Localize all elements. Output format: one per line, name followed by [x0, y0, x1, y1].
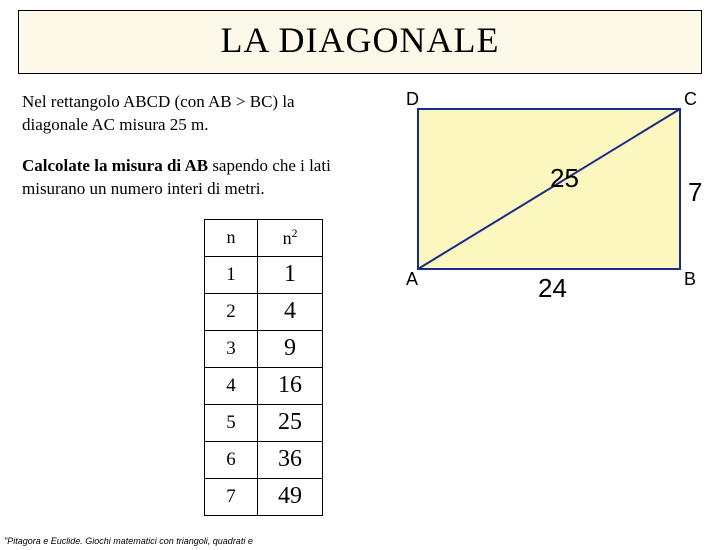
content-area: Nel rettangolo ABCD (con AB > BC) la dia… [0, 91, 720, 516]
table-row: 11 [205, 256, 323, 293]
rectangle-figure: D C A B 25 24 7 [400, 91, 700, 311]
header-n2: n2 [258, 219, 323, 256]
question-bold: Calcolate la misura di AB [22, 156, 212, 175]
squares-table: n n2 11 24 39 416 525 636 749 [204, 219, 323, 516]
title-box: LA DIAGONALE [18, 10, 702, 74]
problem-question: Calcolate la misura di AB sapendo che i … [22, 155, 372, 201]
problem-statement: Nel rettangolo ABCD (con AB > BC) la dia… [22, 91, 362, 137]
side-value: 7 [688, 177, 702, 208]
vertex-label-c: C [684, 89, 697, 110]
table-header-row: n n2 [205, 219, 323, 256]
page-title: LA DIAGONALE [221, 20, 500, 60]
vertex-label-d: D [406, 89, 419, 110]
table-row: 636 [205, 441, 323, 478]
table-row: 24 [205, 293, 323, 330]
vertex-label-a: A [406, 269, 418, 290]
footer-citation: "Pitagora e Euclide. Giochi matematici c… [4, 536, 253, 546]
table-row: 749 [205, 478, 323, 515]
vertex-label-b: B [684, 269, 696, 290]
header-n: n [205, 219, 258, 256]
table-row: 525 [205, 404, 323, 441]
base-value: 24 [538, 273, 567, 304]
table-row: 39 [205, 330, 323, 367]
table-row: 416 [205, 367, 323, 404]
diagonal-value: 25 [550, 163, 579, 194]
